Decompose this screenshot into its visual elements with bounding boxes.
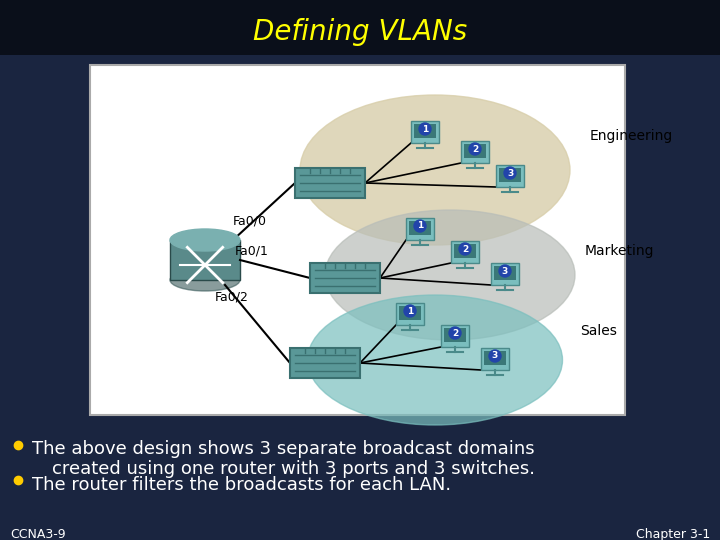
Text: 1: 1 <box>422 125 428 133</box>
Circle shape <box>459 243 471 255</box>
Bar <box>399 306 421 320</box>
Ellipse shape <box>307 295 562 425</box>
Circle shape <box>504 167 516 179</box>
FancyBboxPatch shape <box>310 263 380 293</box>
Text: 1: 1 <box>407 307 413 315</box>
Bar <box>396 303 424 325</box>
Text: Marketing: Marketing <box>585 244 654 258</box>
Text: Fa0/0: Fa0/0 <box>233 215 267 228</box>
Text: The router filters the broadcasts for each LAN.: The router filters the broadcasts for ea… <box>32 476 451 494</box>
Text: 2: 2 <box>462 245 468 253</box>
Text: 2: 2 <box>452 328 458 338</box>
Bar <box>414 124 436 138</box>
Text: CCNA3-9: CCNA3-9 <box>10 528 66 540</box>
Bar <box>90 65 625 415</box>
Bar <box>499 168 521 182</box>
Circle shape <box>404 305 416 317</box>
Bar <box>454 244 476 258</box>
Text: 1: 1 <box>417 221 423 231</box>
Bar <box>496 165 524 187</box>
Circle shape <box>489 350 501 362</box>
Bar <box>170 240 240 280</box>
Ellipse shape <box>300 95 570 245</box>
Ellipse shape <box>170 269 240 291</box>
Text: 3: 3 <box>492 352 498 361</box>
Bar <box>494 266 516 280</box>
Bar <box>409 221 431 235</box>
Bar <box>481 348 509 370</box>
Bar <box>464 144 486 158</box>
Bar <box>491 263 519 285</box>
Ellipse shape <box>325 210 575 340</box>
Text: created using one router with 3 ports and 3 switches.: created using one router with 3 ports an… <box>52 460 535 478</box>
Text: Fa0/2: Fa0/2 <box>215 290 249 303</box>
Text: Engineering: Engineering <box>590 129 673 143</box>
Bar <box>411 121 439 143</box>
Text: Fa0/1: Fa0/1 <box>235 245 269 258</box>
FancyBboxPatch shape <box>290 348 360 378</box>
Bar <box>444 328 466 342</box>
Text: 2: 2 <box>472 145 478 153</box>
Text: Sales: Sales <box>580 324 617 338</box>
Text: The above design shows 3 separate broadcast domains: The above design shows 3 separate broadc… <box>32 440 535 458</box>
Bar <box>461 141 489 163</box>
Circle shape <box>414 220 426 232</box>
Bar <box>484 351 506 365</box>
FancyBboxPatch shape <box>295 168 365 198</box>
Circle shape <box>499 265 511 277</box>
Circle shape <box>419 123 431 135</box>
Text: 3: 3 <box>502 267 508 275</box>
Circle shape <box>449 327 461 339</box>
Bar <box>451 241 479 263</box>
Bar <box>441 325 469 347</box>
Circle shape <box>469 143 481 155</box>
Ellipse shape <box>170 229 240 251</box>
Text: Chapter 3-1: Chapter 3-1 <box>636 528 710 540</box>
Text: Defining VLANs: Defining VLANs <box>253 18 467 46</box>
Bar <box>406 218 434 240</box>
Text: 3: 3 <box>507 168 513 178</box>
Bar <box>0 0 720 55</box>
